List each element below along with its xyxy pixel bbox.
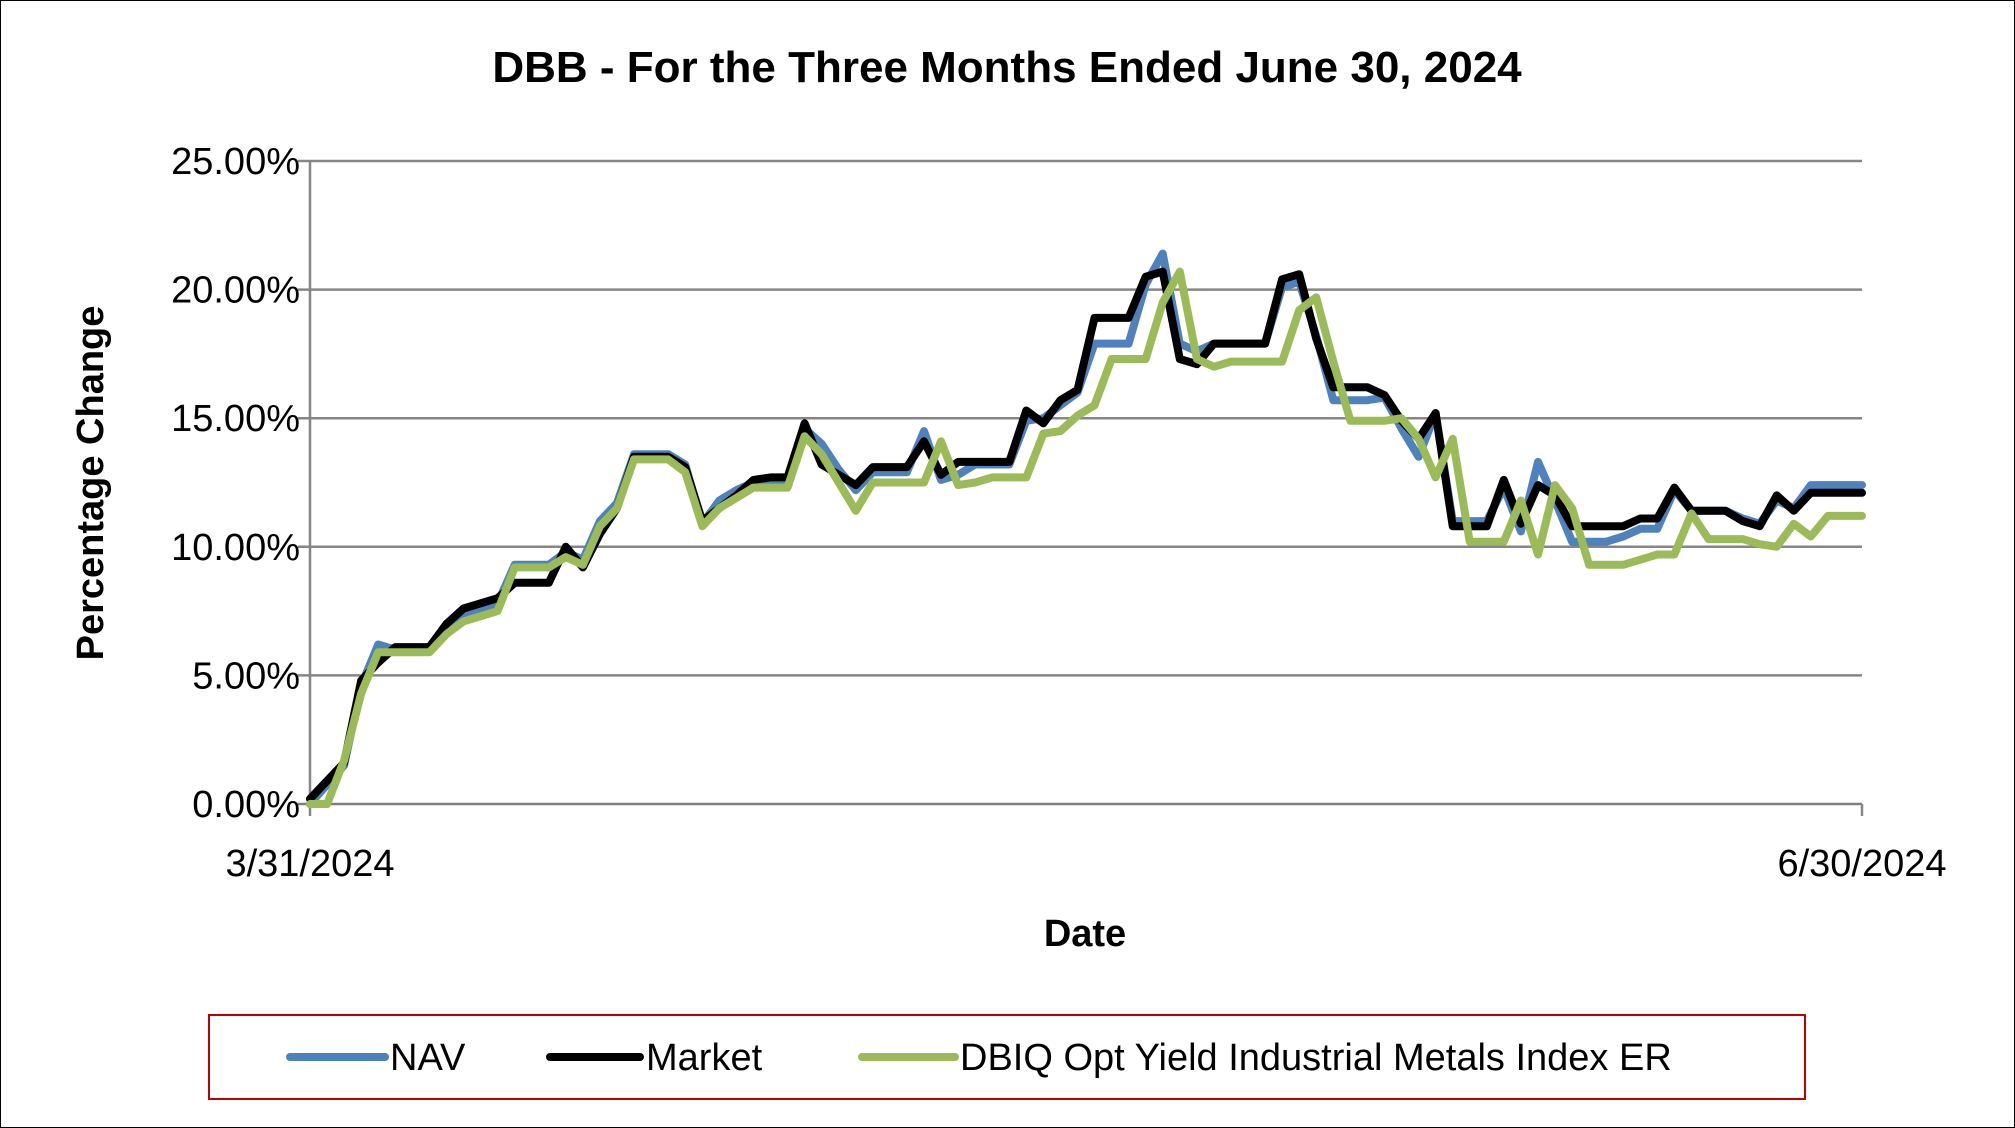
- legend-label-market: Market: [646, 1037, 763, 1079]
- legend-box: [208, 1014, 1806, 1100]
- gridlines: [298, 159, 1862, 806]
- series-line-index: [306, 267, 1866, 808]
- y-tick-label: 20.00%: [171, 270, 300, 312]
- y-tick-label: 5.00%: [192, 655, 300, 697]
- y-tick-label: 0.00%: [192, 784, 300, 826]
- x-axis-title: Date: [1044, 913, 1126, 955]
- y-tick-label: 25.00%: [171, 141, 300, 183]
- legend-label-nav: NAV: [390, 1037, 466, 1079]
- y-tick-label: 10.00%: [171, 527, 300, 569]
- x-tick-labels: 3/31/2024 6/30/2024: [225, 843, 1946, 885]
- legend-label-index: DBIQ Opt Yield Industrial Metals Index E…: [960, 1037, 1672, 1079]
- series-lines: [306, 249, 1866, 808]
- y-tick-labels: 0.00% 5.00% 10.00% 15.00% 20.00% 25.00%: [171, 141, 300, 826]
- x-tick-label-start: 3/31/2024: [225, 843, 394, 885]
- y-axis-title: Percentage Change: [70, 306, 112, 661]
- chart-title: DBB - For the Three Months Ended June 30…: [492, 43, 1522, 92]
- x-tick-label-end: 6/30/2024: [1777, 843, 1946, 885]
- series-line-nav: [306, 249, 1866, 808]
- y-tick-label: 15.00%: [171, 398, 300, 440]
- axes: [308, 161, 1864, 816]
- legend: NAV Market DBIQ Opt Yield Industrial Met…: [208, 1014, 1806, 1100]
